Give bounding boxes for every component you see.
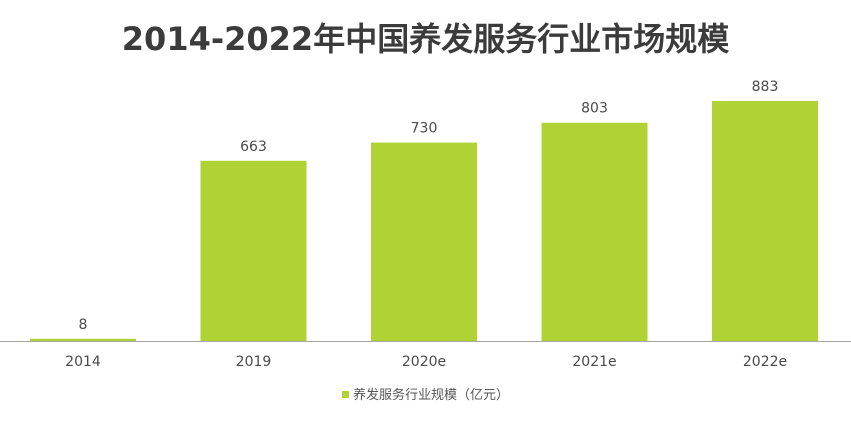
chart-title: 2014-2022年中国养发服务行业市场规模 — [121, 20, 730, 58]
bar-2019 — [200, 160, 307, 341]
x-tick-labels-group: 2014 2019 2020e 2021e 2022e — [65, 354, 787, 370]
x-tick-label-2020e: 2020e — [402, 354, 446, 370]
bar-2014 — [30, 338, 136, 341]
x-tick-label-2014: 2014 — [65, 354, 101, 370]
value-label-2022e: 883 — [752, 79, 779, 95]
legend: 养发服务行业规模（亿元） — [0, 384, 851, 403]
value-label-2020e: 730 — [411, 121, 438, 137]
legend-label: 养发服务行业规模（亿元） — [352, 388, 509, 403]
bar-2021e — [541, 122, 648, 342]
value-label-2019: 663 — [240, 139, 267, 155]
value-label-2014: 8 — [79, 317, 88, 333]
x-tick-label-2019: 2019 — [236, 354, 272, 370]
value-labels-group: 8 663 730 803 883 — [79, 79, 779, 333]
bars-group — [30, 101, 818, 342]
value-label-2021e: 803 — [581, 101, 608, 117]
x-tick-label-2022e: 2022e — [743, 354, 787, 370]
legend-swatch — [341, 391, 349, 398]
bar-2022e — [712, 101, 818, 341]
x-tick-label-2021e: 2021e — [572, 354, 616, 370]
bar-2020e — [371, 142, 477, 341]
